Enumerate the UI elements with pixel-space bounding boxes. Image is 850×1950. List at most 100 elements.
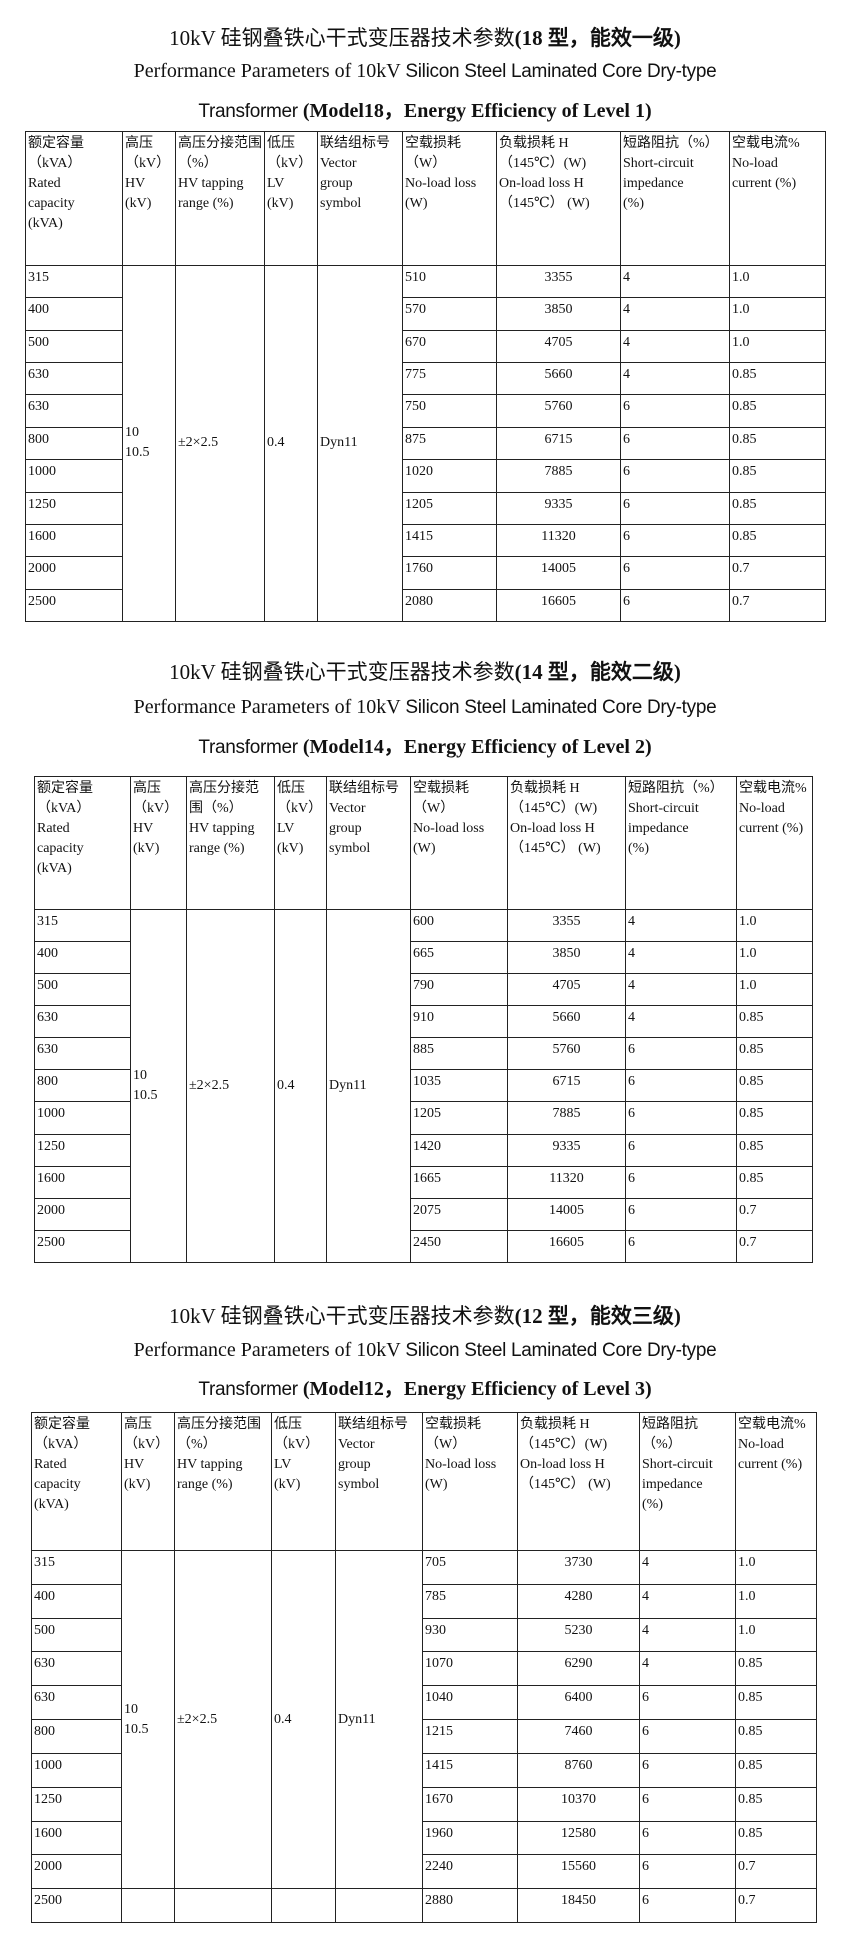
cell-on-load-loss: 4705 [507, 973, 626, 1007]
cell-impedance: 6 [639, 1752, 736, 1788]
header-on-load-loss: 负载损耗 H （145℃）(W) On-load loss H （145℃） (… [507, 776, 626, 910]
cell-no-load-loss: 790 [410, 973, 508, 1007]
title-en-model: (Model12，Energy Efficiency of Level 3) [302, 1378, 652, 1400]
title-en-text: Silicon Steel Laminated Core Dry-type [405, 1340, 717, 1361]
cell-impedance: 4 [639, 1617, 736, 1653]
cell-no-load-loss: 785 [422, 1583, 518, 1619]
cell-no-load-current: 0.7 [729, 556, 826, 590]
cell-no-load-current: 0.85 [735, 1752, 817, 1788]
cell-capacity: 1000 [34, 1101, 131, 1135]
cell-no-load-current: 0.85 [729, 362, 826, 396]
header-impedance: 短路阻抗（%） Short-circuit impedance (%) [625, 776, 737, 910]
table-row: 1600 1960 12580 6 0.85 [31, 1820, 817, 1856]
cell-on-load-loss: 11320 [496, 523, 621, 558]
cell-no-load-current: 0.85 [736, 1069, 813, 1103]
header-tapping: 高压分接范围（%） HV tapping range (%) [186, 776, 275, 910]
cell-on-load-loss: 5760 [496, 394, 621, 428]
cell-tapping: ±2×2.5 [175, 265, 265, 622]
header-no-load-current: 空载电流% No-load current (%) [736, 776, 813, 910]
cell-no-load-loss: 1760 [402, 556, 497, 590]
header-no-load-loss: 空载损耗 （W） No-load loss (W) [422, 1412, 518, 1551]
cell-impedance: 6 [620, 523, 730, 558]
table-row: 630 885 5760 6 0.85 [34, 1037, 813, 1071]
table-row: 800 1035 6715 6 0.85 [34, 1069, 813, 1103]
cell-capacity: 400 [31, 1583, 122, 1619]
cell-no-load-current: 0.85 [735, 1786, 817, 1822]
spec-table-1: 额定容量 （kVA） Rated capacity (kVA) 高压 （kV） H… [25, 131, 826, 622]
cell-no-load-current: 1.0 [729, 297, 826, 331]
cell-impedance: 4 [625, 1005, 737, 1039]
header-hv: 高压 （kV） HV (kV) [122, 131, 176, 266]
cell-impedance: 6 [639, 1685, 736, 1721]
cell-no-load-loss: 1070 [422, 1651, 518, 1687]
cell-vector-empty [335, 1888, 423, 1923]
cell-on-load-loss: 16605 [496, 588, 621, 622]
title-en-text: Performance Parameters of 10kV [133, 60, 406, 82]
cell-on-load-loss: 9335 [496, 491, 621, 525]
cell-no-load-current: 1.0 [736, 941, 813, 975]
cell-capacity: 800 [34, 1069, 131, 1103]
cell-no-load-loss: 1020 [402, 459, 497, 493]
cell-no-load-loss: 1960 [422, 1820, 518, 1856]
cell-capacity: 2500 [31, 1888, 122, 1923]
table-row: 1600 1665 11320 6 0.85 [34, 1165, 813, 1199]
cell-capacity: 1000 [31, 1752, 122, 1788]
cell-capacity: 630 [25, 362, 123, 396]
cell-no-load-current: 0.85 [736, 1037, 813, 1071]
cell-impedance: 6 [625, 1037, 737, 1071]
cell-on-load-loss: 4705 [496, 329, 621, 364]
table-title-en-line2: Transformer (Model18，Energy Efficiency o… [0, 94, 850, 123]
table-row: 2000 1760 14005 6 0.7 [25, 556, 826, 590]
cell-lv-empty [271, 1888, 336, 1923]
cell-capacity: 500 [34, 973, 131, 1007]
spec-table-2: 额定容量 （kVA） Rated capacity (kVA) 高压 （kV） H… [34, 776, 813, 1263]
header-impedance: 短路阻抗（%） Short-circuit impedance (%) [620, 131, 730, 266]
cell-impedance: 6 [639, 1820, 736, 1856]
cell-no-load-loss: 1665 [410, 1165, 508, 1199]
cell-impedance: 4 [639, 1651, 736, 1687]
table-title-en-line1: Performance Parameters of 10kV Silicon S… [0, 1339, 850, 1362]
cell-capacity: 1250 [25, 491, 123, 525]
table-row: 315 10 10.5 ±2×2.5 0.4 Dyn11 510 3355 4 1.0 [25, 264, 826, 622]
cell-impedance: 6 [620, 588, 730, 622]
table-row: 2500 2080 16605 6 0.7 [25, 588, 826, 622]
table-row: 2500 2450 16605 6 0.7 [34, 1229, 813, 1263]
cell-no-load-current: 0.85 [735, 1820, 817, 1856]
cell-no-load-loss: 1415 [422, 1752, 518, 1788]
cell-capacity: 630 [31, 1685, 122, 1721]
cell-hv-empty [121, 1888, 175, 1923]
header-on-load-loss: 负载损耗 H （145℃）(W) On-load loss H （145℃） (… [496, 131, 621, 266]
cell-capacity: 1600 [31, 1820, 122, 1856]
table-title-en-line1: Performance Parameters of 10kV Silicon S… [0, 60, 850, 83]
cell-on-load-loss: 12580 [517, 1820, 640, 1856]
cell-no-load-loss: 1215 [422, 1719, 518, 1754]
cell-lv: 0.4 [264, 265, 318, 622]
cell-impedance: 4 [639, 1550, 736, 1585]
title-cn-model: (18 型，能效一级) [514, 26, 681, 50]
cell-impedance: 6 [620, 491, 730, 525]
header-impedance: 短路阻抗（%） Short-circuit impedance (%) [639, 1412, 736, 1551]
header-capacity: 额定容量 （kVA） Rated capacity (kVA) [25, 131, 123, 266]
cell-capacity: 400 [34, 941, 131, 975]
cell-no-load-loss: 775 [402, 362, 497, 396]
cell-capacity: 2500 [34, 1229, 131, 1263]
table-row: 315 10 10.5 ±2×2.5 0.4 Dyn11 600 3355 4 1.0 [34, 908, 813, 1263]
cell-capacity: 2000 [25, 556, 123, 590]
cell-impedance: 4 [639, 1583, 736, 1619]
title-cn-text: 10kV 硅钢叠铁心干式变压器技术参数 [169, 660, 515, 684]
cell-on-load-loss: 5660 [496, 362, 621, 396]
cell-no-load-current: 1.0 [735, 1617, 817, 1653]
cell-impedance: 6 [639, 1719, 736, 1754]
cell-on-load-loss: 15560 [517, 1854, 640, 1890]
cell-impedance: 6 [639, 1786, 736, 1822]
cell-capacity: 315 [34, 908, 131, 943]
header-hv: 高压 （kV） HV (kV) [130, 776, 187, 910]
cell-no-load-current: 0.85 [735, 1719, 817, 1754]
cell-on-load-loss: 3355 [496, 264, 621, 299]
cell-no-load-current: 1.0 [729, 264, 826, 299]
spec-table-3: 额定容量 （kVA） Rated capacity (kVA) 高压 （kV） H… [31, 1412, 817, 1923]
cell-no-load-current: 0.85 [729, 394, 826, 428]
cell-on-load-loss: 11320 [507, 1165, 626, 1199]
cell-no-load-loss: 1040 [422, 1685, 518, 1721]
cell-on-load-loss: 6400 [517, 1685, 640, 1721]
